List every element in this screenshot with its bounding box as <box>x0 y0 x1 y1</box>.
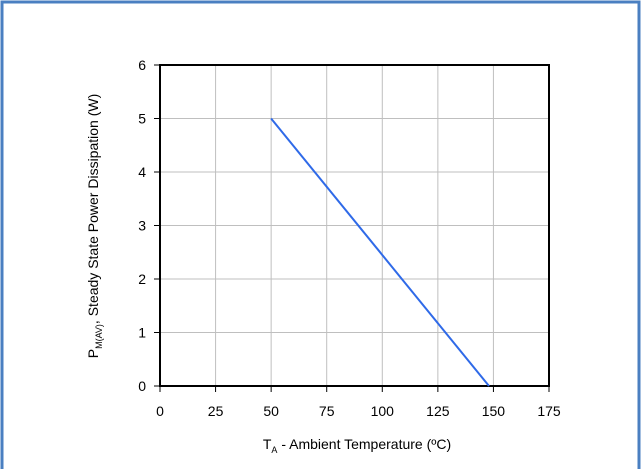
x-tick-label: 25 <box>208 403 224 419</box>
y-axis-label: PM(AV), Steady State Power Dissipation (… <box>85 94 104 359</box>
y-tick-label: 0 <box>138 378 146 394</box>
x-tick-label: 175 <box>537 403 561 419</box>
x-tick-label: 0 <box>156 403 164 419</box>
y-tick-label: 5 <box>138 111 146 127</box>
x-tick-label: 75 <box>319 403 335 419</box>
x-tick-label: 125 <box>426 403 450 419</box>
y-tick-label: 4 <box>138 164 146 180</box>
x-tick-label: 50 <box>263 403 279 419</box>
y-tick-label: 6 <box>138 57 146 73</box>
y-tick-label: 1 <box>138 325 146 341</box>
y-tick-label: 2 <box>138 271 146 287</box>
plot-border <box>159 64 550 387</box>
series-line <box>270 117 490 387</box>
x-tick-label: 100 <box>371 403 395 419</box>
plot-area: 0 25 50 75 100 125 150 175 0 1 2 3 4 5 6 <box>138 57 561 419</box>
x-tick-label: 150 <box>482 403 506 419</box>
x-axis-label: TA - Ambient Temperature (ºC) <box>263 436 451 455</box>
y-tick-label: 3 <box>138 218 146 234</box>
